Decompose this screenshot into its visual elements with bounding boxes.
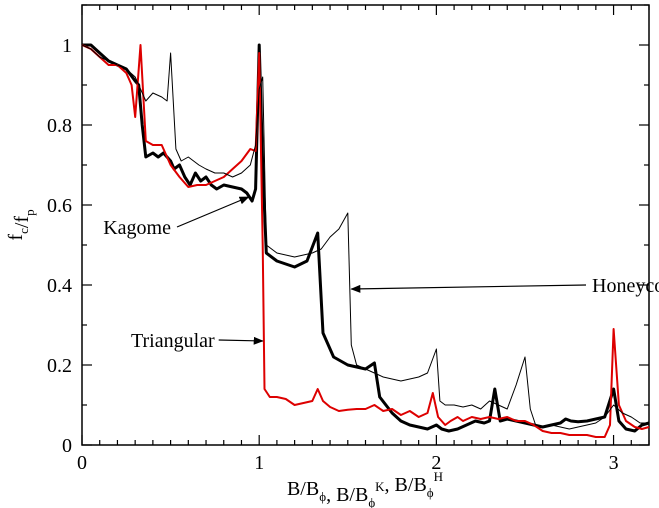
annotation-honeycomb: Honeycomb <box>592 275 659 297</box>
annotation-arrow-triangular <box>218 336 264 345</box>
x-tick-label: 1 <box>254 452 264 474</box>
y-tick-label: 0.6 <box>47 195 72 217</box>
axis-ticks: 0 1 2 3 0 0.2 0.4 0.6 0.8 1 <box>47 4 650 474</box>
y-tick-label: 0.2 <box>47 355 72 377</box>
annotation-arrow-kagome <box>176 196 250 228</box>
y-tick-label: 0 <box>62 435 72 457</box>
series-line-honeycomb <box>81 44 649 430</box>
series-layer <box>81 43 650 438</box>
y-tick-label: 0.8 <box>47 115 72 137</box>
y-axis-label: fc/fp <box>5 209 37 240</box>
annotation-arrow-honeycomb <box>350 284 587 293</box>
y-tick-label: 1 <box>62 35 72 57</box>
x-tick-label: 3 <box>609 452 619 474</box>
series-line-triangular <box>81 44 650 438</box>
annotation-layer: Kagome Honeycomb Triangular <box>103 196 659 352</box>
x-tick-label: 0 <box>77 452 87 474</box>
y-tick-label: 0.4 <box>47 275 72 297</box>
annotation-triangular: Triangular <box>131 330 215 352</box>
x-tick-label: 2 <box>431 452 441 474</box>
annotation-kagome: Kagome <box>103 217 171 239</box>
x-axis-label: B/Bϕ, B/BϕK, B/BϕH <box>287 469 443 508</box>
